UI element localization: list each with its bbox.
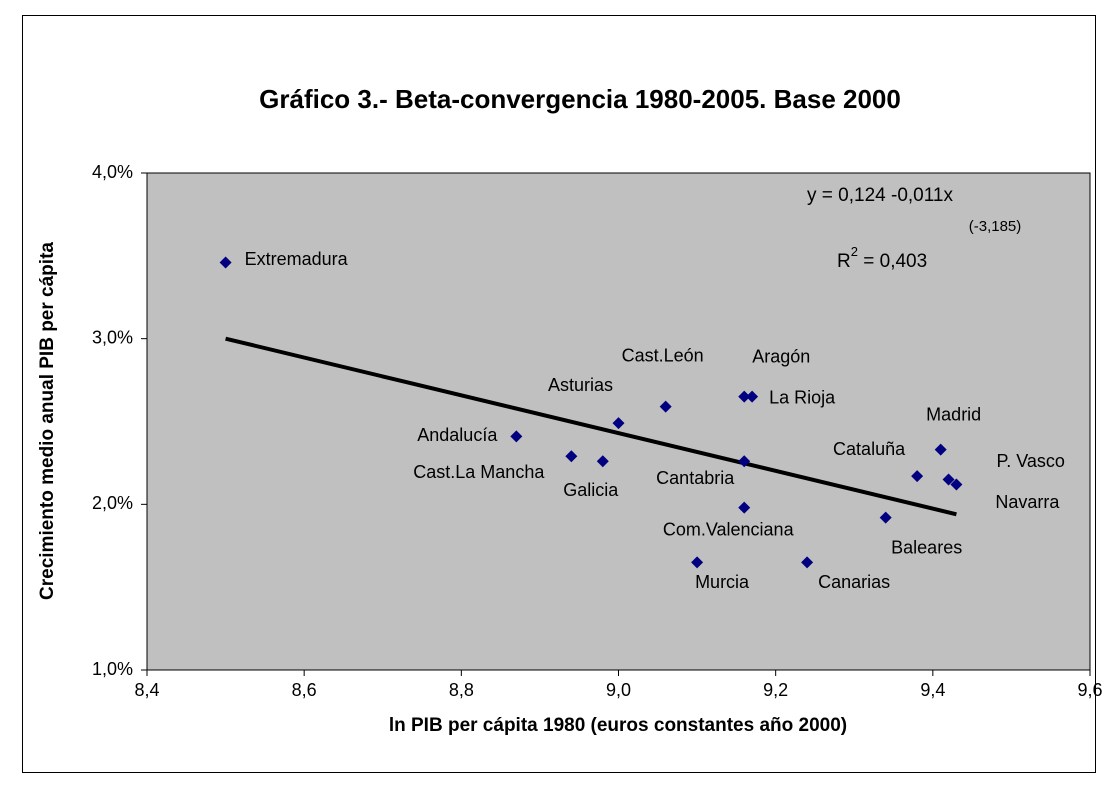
point-label: Cantabria — [656, 468, 735, 488]
point-label: P. Vasco — [997, 451, 1065, 471]
point — [934, 443, 947, 456]
r-squared-rest: = 0,403 — [858, 251, 927, 272]
point — [219, 256, 232, 269]
x-axis-title: ln PIB per cápita 1980 (euros constantes… — [389, 715, 847, 736]
point — [738, 390, 751, 403]
x-tick-label: 8,8 — [449, 680, 474, 700]
point-label: Andalucía — [417, 425, 498, 445]
point-label: Murcia — [695, 572, 750, 592]
point-label: Baleares — [891, 537, 962, 557]
point-label: La Rioja — [769, 387, 836, 407]
chart-title: Gráfico 3.- Beta-convergencia 1980-2005.… — [259, 84, 901, 114]
trendline — [225, 336, 957, 517]
t-stat: (-3,185) — [969, 218, 1022, 235]
point-label: Aragón — [752, 346, 810, 366]
point — [596, 455, 609, 468]
point — [942, 473, 955, 486]
point-label: Madrid — [926, 404, 981, 424]
point-label: Asturias — [548, 375, 613, 395]
x-tick-label: 9,2 — [763, 680, 788, 700]
point — [738, 501, 751, 514]
y-axis-title: Crecimiento medio anual PIB per cápita — [37, 242, 58, 600]
y-tick-label: 1,0% — [92, 659, 133, 679]
point — [612, 417, 625, 430]
x-tick-label: 8,6 — [292, 680, 317, 700]
point — [801, 556, 814, 569]
point-label: Cataluña — [833, 439, 906, 459]
point-label: Galicia — [563, 480, 619, 500]
r-squared-sup: 2 — [851, 244, 858, 259]
point — [738, 455, 751, 468]
point-label: Com.Valenciana — [663, 519, 795, 539]
point — [691, 556, 704, 569]
r-squared-base: R — [837, 251, 851, 272]
point-label: Cast.León — [622, 345, 704, 365]
equation: y = 0,124 -0,011x — [807, 185, 953, 206]
y-tick-label: 2,0% — [92, 493, 133, 513]
y-tick-label: 3,0% — [92, 327, 133, 347]
x-tick-label: 9,0 — [606, 680, 631, 700]
point — [950, 478, 963, 491]
point-label: Navarra — [995, 492, 1060, 512]
point — [911, 470, 924, 483]
point-label: Cast.La Mancha — [413, 462, 545, 482]
x-tick-label: 8,4 — [134, 680, 159, 700]
point — [565, 450, 578, 463]
point-label: Canarias — [818, 572, 890, 592]
point — [879, 511, 892, 524]
y-tick-label: 4,0% — [92, 162, 133, 182]
x-tick-label: 9,4 — [920, 680, 945, 700]
point-label: Extremadura — [245, 249, 349, 269]
x-tick-label: 9,6 — [1077, 680, 1102, 700]
point — [746, 390, 759, 403]
point — [510, 430, 523, 443]
r-squared: R2 = 0,403 — [837, 244, 927, 272]
point — [659, 400, 672, 413]
